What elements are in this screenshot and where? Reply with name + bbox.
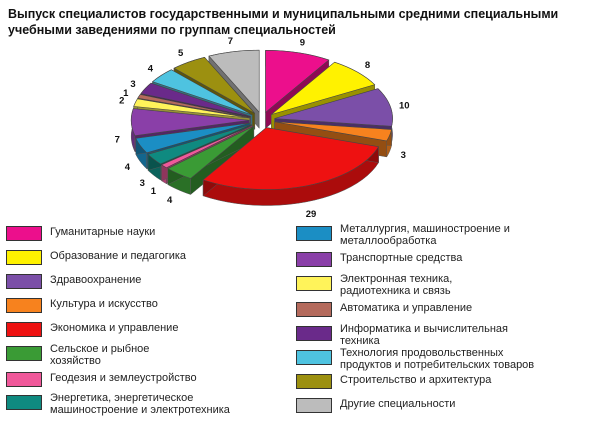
pie-value-label: 9 <box>300 37 305 48</box>
pie-value-label: 10 <box>399 101 410 112</box>
legend-label: Автоматика и управление <box>340 302 473 314</box>
legend-swatch <box>296 374 332 389</box>
pie-value-label: 4 <box>148 64 154 75</box>
pie-value-label: 3 <box>140 178 145 189</box>
pie-value-label: 1 <box>123 88 129 99</box>
legend-swatch <box>296 252 332 267</box>
legend-label: Другие специальности <box>340 398 456 410</box>
legend-swatch <box>6 372 42 387</box>
pie-value-label: 4 <box>167 195 173 206</box>
legend-swatch <box>296 326 332 341</box>
chart-title: Выпуск специалистов государственными и м… <box>8 7 559 37</box>
pie-value-label: 7 <box>228 36 233 47</box>
legend-label: Информатика и вычислительная техника <box>340 323 508 347</box>
legend-swatch <box>6 395 42 410</box>
legend-label: Здравоохранение <box>50 274 142 286</box>
legend-swatch <box>6 298 42 313</box>
legend-swatch <box>6 250 42 265</box>
pie-value-label: 5 <box>178 48 184 59</box>
legend-label: Энергетика, энергетическое машиностроени… <box>50 392 230 416</box>
legend-label: Геодезия и землеустройство <box>50 372 197 384</box>
legend-label: Металлургия, машиностроение и металлообр… <box>340 223 510 247</box>
legend-label: Строительство и архитектура <box>340 374 492 386</box>
legend-swatch <box>296 398 332 413</box>
legend-label: Технология продовольственных продуктов и… <box>340 347 535 371</box>
legend-swatch <box>296 302 332 317</box>
legend-swatch <box>296 350 332 365</box>
pie-value-label: 29 <box>306 209 317 220</box>
legend-label: Электронная техника, радиотехника и связ… <box>340 273 453 297</box>
legend-label: Образование и педагогика <box>50 250 187 262</box>
pie-value-label: 8 <box>365 60 370 71</box>
pie-value-label: 3 <box>130 79 135 90</box>
legend-label: Транспортные средства <box>340 252 463 264</box>
pie-slice <box>167 125 255 196</box>
pie-value-label: 4 <box>125 162 131 173</box>
legend-swatch <box>6 274 42 289</box>
legend-label: Культура и искусство <box>50 298 158 310</box>
legend-label: Экономика и управление <box>50 322 179 334</box>
pie-slice <box>202 126 380 206</box>
legend-swatch <box>296 226 332 241</box>
pie-value-label: 3 <box>401 150 406 161</box>
legend-swatch <box>6 322 42 337</box>
pie-value-label: 2 <box>119 96 124 107</box>
legend-swatch <box>6 346 42 361</box>
pie-value-label: 7 <box>115 135 120 146</box>
pie-value-label: 1 <box>151 186 157 197</box>
legend-label: Сельское и рыбное хозяйство <box>50 343 150 367</box>
legend-label: Гуманитарные науки <box>50 226 156 238</box>
legend-swatch <box>296 276 332 291</box>
legend-swatch <box>6 226 42 241</box>
